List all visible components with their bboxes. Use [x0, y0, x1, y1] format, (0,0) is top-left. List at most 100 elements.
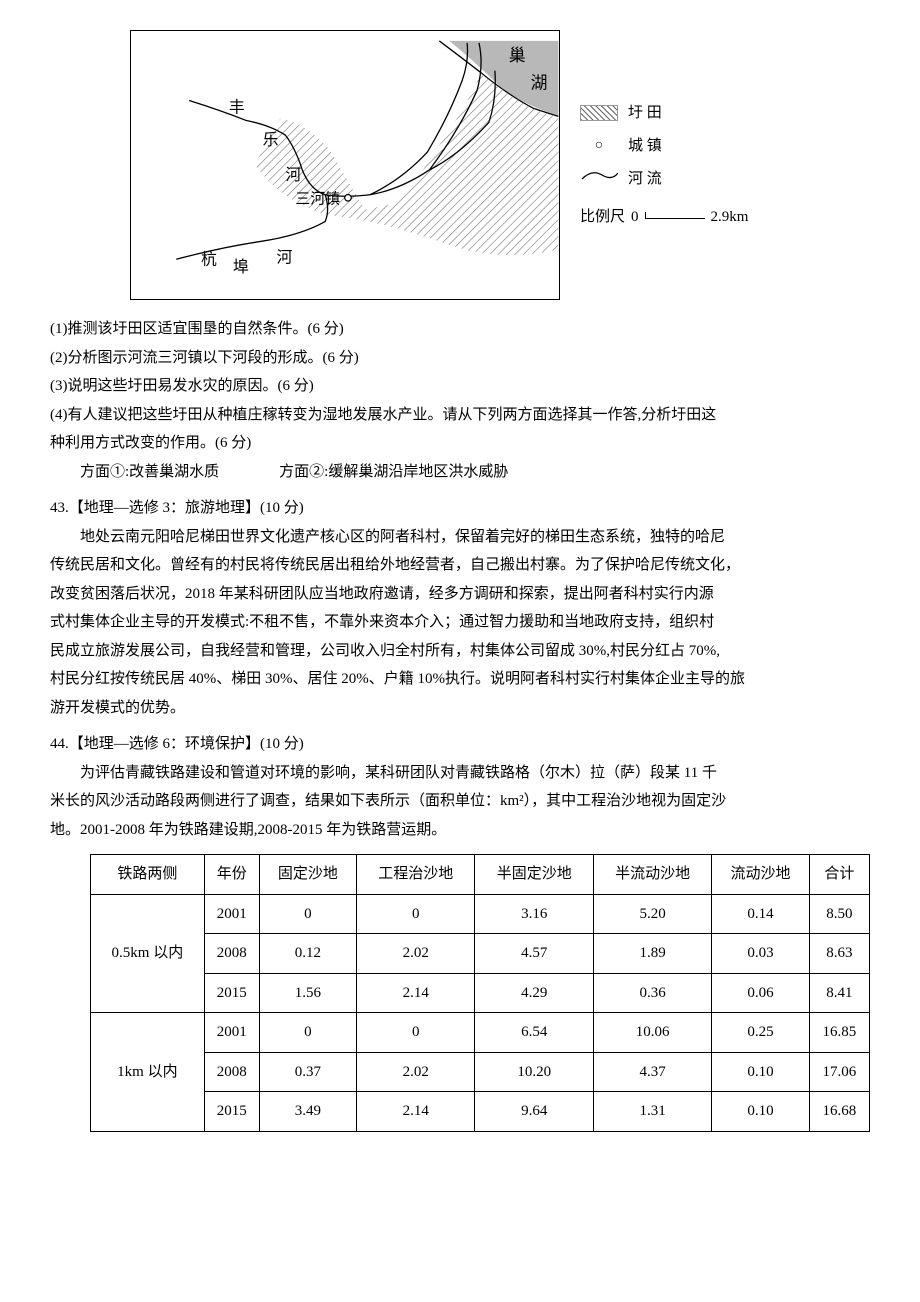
- question-4-options: 方面①:改善巢湖水质 方面②:缓解巢湖沿岸地区洪水威胁: [50, 458, 870, 487]
- cell: 2.02: [357, 1052, 475, 1092]
- th-semimobile: 半流动沙地: [593, 855, 711, 895]
- cell: 2.02: [357, 934, 475, 974]
- cell: 0: [357, 894, 475, 934]
- legend-polders: 圩 田: [580, 97, 748, 130]
- table-row: 1km 以内 2001 0 0 6.54 10.06 0.25 16.85: [91, 1013, 870, 1053]
- label-feng: 丰: [229, 98, 245, 116]
- cell: 16.68: [809, 1092, 869, 1132]
- legend-river: 河 流: [580, 163, 748, 196]
- circle-icon: ○: [580, 131, 618, 162]
- th-year: 年份: [204, 855, 259, 895]
- scale-segment: [645, 215, 705, 219]
- cell: 0: [357, 1013, 475, 1053]
- th-side: 铁路两侧: [91, 855, 205, 895]
- cell: 0.03: [712, 934, 809, 974]
- cell: 3.16: [475, 894, 593, 934]
- legend-town-label: 城 镇: [628, 130, 662, 163]
- label-fu: 埠: [233, 258, 249, 276]
- label-hu: 湖: [531, 74, 548, 93]
- group1-label: 0.5km 以内: [91, 894, 205, 1013]
- question-1: (1)推测该圩田区适宜围垦的自然条件。(6 分): [50, 315, 870, 344]
- cell: 0.37: [259, 1052, 356, 1092]
- cell: 9.64: [475, 1092, 593, 1132]
- cell: 4.37: [593, 1052, 711, 1092]
- cell: 4.57: [475, 934, 593, 974]
- cell: 17.06: [809, 1052, 869, 1092]
- scale-end: 2.9km: [711, 201, 749, 234]
- question-2: (2)分析图示河流三河镇以下河段的形成。(6 分): [50, 344, 870, 373]
- cell: 8.50: [809, 894, 869, 934]
- cell: 10.06: [593, 1013, 711, 1053]
- group2-label: 1km 以内: [91, 1013, 205, 1132]
- cell: 0.36: [593, 973, 711, 1013]
- cell: 2015: [204, 1092, 259, 1132]
- cell: 2001: [204, 1013, 259, 1053]
- cell: 0.12: [259, 934, 356, 974]
- hatch-icon: [580, 105, 618, 121]
- cell: 0: [259, 1013, 356, 1053]
- q43-p5: 民成立旅游发展公司，自我经营和管理，公司收入归全村所有，村集体公司留成 30%,…: [50, 637, 870, 666]
- cell: 1.31: [593, 1092, 711, 1132]
- question-4-line2: 种利用方式改变的作用。(6 分): [50, 429, 870, 458]
- cell: 2008: [204, 1052, 259, 1092]
- question-3: (3)说明这些圩田易发水灾的原因。(6 分): [50, 372, 870, 401]
- q43-p4: 式村集体企业主导的开发模式:不租不售，不靠外来资本介入；通过智力援助和当地政府支…: [50, 608, 870, 637]
- cell: 8.41: [809, 973, 869, 1013]
- sand-data-table: 铁路两侧 年份 固定沙地 工程治沙地 半固定沙地 半流动沙地 流动沙地 合计 0…: [90, 854, 870, 1132]
- cell: 1.56: [259, 973, 356, 1013]
- map-figure: 巢 湖 丰 乐 河 三河镇 杭 埠 河: [130, 30, 560, 300]
- cell: 10.20: [475, 1052, 593, 1092]
- legend-town: ○ 城 镇: [580, 130, 748, 163]
- cell: 8.63: [809, 934, 869, 974]
- cell: 5.20: [593, 894, 711, 934]
- cell: 16.85: [809, 1013, 869, 1053]
- q44-p2: 米长的风沙活动路段两侧进行了调查，结果如下表所示（面积单位：km²），其中工程治…: [50, 787, 870, 816]
- q43-p1: 地处云南元阳哈尼梯田世界文化遗产核心区的阿者科村，保留着完好的梯田生态系统，独特…: [50, 523, 870, 552]
- scale-zero: 0: [631, 201, 639, 234]
- th-mobile: 流动沙地: [712, 855, 809, 895]
- cell: 2.14: [357, 1092, 475, 1132]
- table-row: 2008 0.37 2.02 10.20 4.37 0.10 17.06: [91, 1052, 870, 1092]
- cell: 0.10: [712, 1052, 809, 1092]
- legend-river-label: 河 流: [628, 163, 662, 196]
- scale-label: 比例尺: [580, 201, 625, 234]
- scale-bar: 比例尺 0 2.9km: [580, 201, 748, 234]
- cell: 0.10: [712, 1092, 809, 1132]
- cell: 0.06: [712, 973, 809, 1013]
- q43-header: 43.【地理—选修 3：旅游地理】(10 分): [50, 494, 870, 523]
- table-row: 2008 0.12 2.02 4.57 1.89 0.03 8.63: [91, 934, 870, 974]
- table-header-row: 铁路两侧 年份 固定沙地 工程治沙地 半固定沙地 半流动沙地 流动沙地 合计: [91, 855, 870, 895]
- table-row: 2015 1.56 2.14 4.29 0.36 0.06 8.41: [91, 973, 870, 1013]
- question-4-line1: (4)有人建议把这些圩田从种植庄稼转变为湿地发展水产业。请从下列两方面选择其一作…: [50, 401, 870, 430]
- map-section: 巢 湖 丰 乐 河 三河镇 杭 埠 河 圩 田 ○ 城 镇 河 流 比例尺 0 …: [130, 30, 870, 300]
- cell: 2008: [204, 934, 259, 974]
- cell: 2.14: [357, 973, 475, 1013]
- q43-p6: 村民分红按传统民居 40%、梯田 30%、居住 20%、户籍 10%执行。说明阿…: [50, 665, 870, 694]
- label-le: 乐: [263, 131, 279, 149]
- th-engineered: 工程治沙地: [357, 855, 475, 895]
- q44-p1: 为评估青藏铁路建设和管道对环境的影响，某科研团队对青藏铁路格（尔木）拉（萨）段某…: [50, 759, 870, 788]
- label-he1: 河: [285, 166, 301, 184]
- cell: 0.14: [712, 894, 809, 934]
- th-fixed: 固定沙地: [259, 855, 356, 895]
- table-row: 2015 3.49 2.14 9.64 1.31 0.10 16.68: [91, 1092, 870, 1132]
- label-hang: 杭: [201, 250, 217, 268]
- map-legend: 圩 田 ○ 城 镇 河 流 比例尺 0 2.9km: [580, 97, 748, 234]
- q44-p3: 地。2001-2008 年为铁路建设期,2008-2015 年为铁路营运期。: [50, 816, 870, 845]
- th-total: 合计: [809, 855, 869, 895]
- cell: 2001: [204, 894, 259, 934]
- q43-p3: 改变贫困落后状况，2018 年某科研团队应当地政府邀请，经多方调研和探索，提出阿…: [50, 580, 870, 609]
- table-row: 0.5km 以内 2001 0 0 3.16 5.20 0.14 8.50: [91, 894, 870, 934]
- q43-p7: 游开发模式的优势。: [50, 694, 870, 723]
- label-town: 三河镇: [295, 191, 340, 208]
- cell: 1.89: [593, 934, 711, 974]
- legend-polders-label: 圩 田: [628, 97, 662, 130]
- th-semifixed: 半固定沙地: [475, 855, 593, 895]
- cell: 6.54: [475, 1013, 593, 1053]
- label-he2: 河: [277, 248, 293, 266]
- cell: 4.29: [475, 973, 593, 1013]
- cell: 3.49: [259, 1092, 356, 1132]
- cell: 0.25: [712, 1013, 809, 1053]
- cell: 2015: [204, 973, 259, 1013]
- q44-header: 44.【地理—选修 6：环境保护】(10 分): [50, 730, 870, 759]
